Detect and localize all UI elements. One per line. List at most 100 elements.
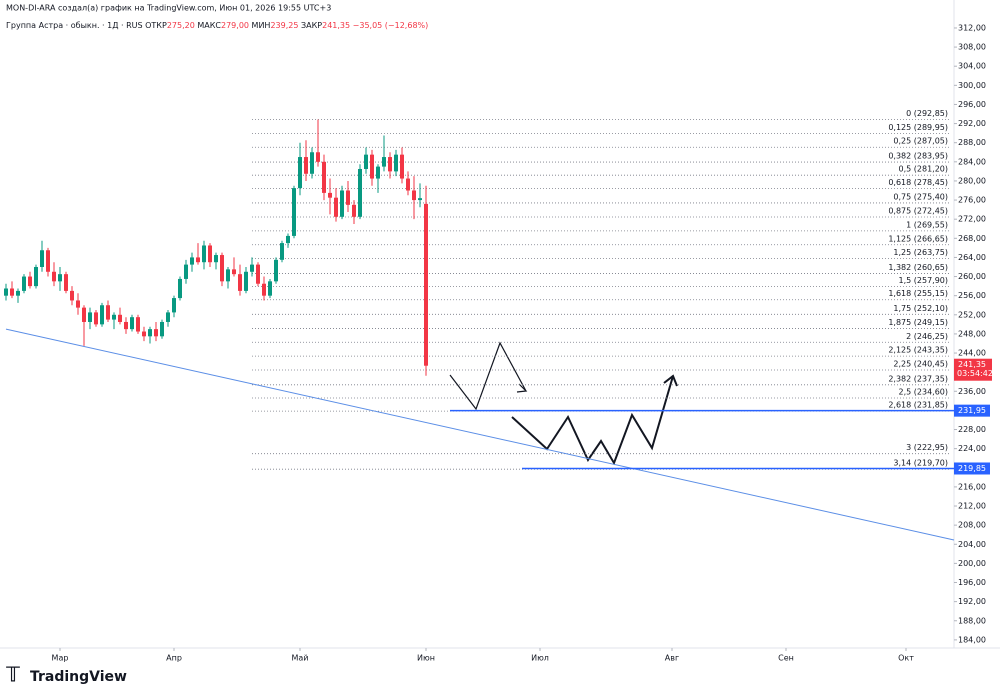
- candle-body: [262, 283, 266, 296]
- candle-body: [136, 317, 140, 332]
- candle-body: [232, 269, 236, 275]
- candle-body: [184, 264, 188, 279]
- x-tick-label: Июн: [417, 654, 435, 663]
- y-tick-label: 312,00: [958, 23, 986, 32]
- fib-label: 2 (246,25): [906, 332, 948, 341]
- candle-body: [322, 161, 326, 193]
- candle-body: [178, 278, 182, 299]
- candle-body: [130, 317, 134, 330]
- drawing-arrowhead: [663, 374, 678, 387]
- candle-body: [370, 154, 374, 179]
- candle-body: [70, 290, 74, 301]
- y-tick-label: 272,00: [958, 215, 986, 224]
- y-tick-label: 256,00: [958, 291, 986, 300]
- last-price-tag: [954, 358, 992, 381]
- candle-body: [394, 154, 398, 172]
- candle-body: [382, 157, 386, 167]
- y-tick-label: 300,00: [958, 81, 986, 90]
- x-tick-label: Авг: [665, 654, 679, 663]
- fib-label: 2,25 (240,45): [893, 360, 948, 369]
- candle-body: [82, 307, 86, 322]
- candle-body: [4, 288, 8, 296]
- candle-body: [376, 166, 380, 179]
- candle-body: [388, 157, 392, 172]
- candle-body: [424, 203, 428, 366]
- candle-body: [34, 266, 38, 287]
- y-tick-label: 264,00: [958, 253, 986, 262]
- candle-body: [100, 305, 104, 325]
- candle-body: [286, 235, 290, 244]
- fib-label: 2,5 (234,60): [899, 387, 949, 396]
- fib-label: 1,618 (255,15): [888, 289, 948, 298]
- candle-body: [298, 157, 302, 189]
- fib-label: 3 (222,95): [906, 443, 948, 452]
- y-tick-label: 276,00: [958, 196, 986, 205]
- x-tick-label: Май: [291, 654, 308, 663]
- candle-body: [316, 152, 320, 162]
- candle-body: [226, 269, 230, 282]
- fib-label: 1,875 (249,15): [888, 318, 948, 327]
- fib-label: 0,875 (272,45): [888, 207, 948, 216]
- y-tick-label: 216,00: [958, 482, 986, 491]
- fib-label: 0,25 (287,05): [893, 137, 948, 146]
- y-tick-label: 304,00: [958, 62, 986, 71]
- candle-body: [340, 190, 344, 217]
- candle-body: [220, 255, 224, 282]
- drawing-path: [449, 341, 527, 411]
- y-tick-label: 248,00: [958, 329, 986, 338]
- x-tick-label: Сен: [778, 654, 794, 663]
- candle-body: [214, 255, 218, 263]
- logo-mark: 𝕋: [6, 663, 20, 687]
- ohlc-label: ОТКР: [145, 21, 167, 30]
- candle-body: [76, 300, 80, 308]
- legend: Группа Астра · обыкн. · 1Д · RUS ОТКР275…: [6, 21, 428, 30]
- ohlc-label: МИН: [252, 21, 271, 30]
- candle-body: [154, 329, 158, 337]
- x-tick-label: Июл: [531, 654, 549, 663]
- fib-label: 1,75 (252,10): [893, 304, 948, 313]
- candle-body: [16, 290, 20, 296]
- y-tick-label: 252,00: [958, 310, 986, 319]
- candle-body: [148, 329, 152, 337]
- fib-label: 2,382 (237,35): [888, 374, 948, 383]
- candle-body: [406, 178, 410, 191]
- trendline: [5, 328, 955, 541]
- candle-body: [106, 305, 110, 320]
- y-tick-label: 188,00: [958, 616, 986, 625]
- candle-body: [292, 188, 296, 236]
- fib-label: 1,5 (257,90): [899, 276, 949, 285]
- candle-body: [88, 312, 92, 322]
- y-tick-label: 308,00: [958, 43, 986, 52]
- candle-body: [310, 152, 314, 174]
- ohlc-value: 241,35: [322, 21, 350, 30]
- candle-body: [256, 264, 260, 284]
- last-price-label: 241,35: [958, 360, 986, 369]
- fib-label: 0 (292,85): [906, 109, 948, 118]
- fib-label: 3,14 (219,70): [893, 459, 948, 468]
- y-tick-label: 196,00: [958, 578, 986, 587]
- ohlc-value: 279,00: [221, 21, 249, 30]
- candle-body: [22, 276, 26, 291]
- y-tick-label: 224,00: [958, 444, 986, 453]
- candle-body: [346, 190, 350, 205]
- price-tag: [954, 404, 990, 417]
- drawing-arrowhead: [516, 383, 528, 393]
- y-tick-label: 192,00: [958, 597, 986, 606]
- y-tick-label: 296,00: [958, 100, 986, 109]
- candle-body: [142, 331, 146, 337]
- candle-body: [250, 264, 254, 272]
- author-line: MON-DI-ARA создал(а) график на TradingVi…: [6, 4, 331, 13]
- symbol: Группа Астра · обыкн. · 1Д · RUS: [6, 21, 143, 30]
- fib-label: 0,5 (281,20): [899, 165, 949, 174]
- price-tag-label: 219,85: [958, 464, 986, 473]
- x-tick-label: Мар: [52, 654, 69, 663]
- candle-body: [28, 276, 32, 287]
- candle-body: [64, 274, 68, 291]
- x-tick-label: Апр: [166, 654, 182, 663]
- x-tick-label: Окт: [898, 654, 914, 663]
- candle-body: [46, 250, 50, 272]
- candle-body: [280, 243, 284, 260]
- y-tick-label: 212,00: [958, 502, 986, 511]
- fib-label: 1,382 (260,65): [888, 263, 948, 272]
